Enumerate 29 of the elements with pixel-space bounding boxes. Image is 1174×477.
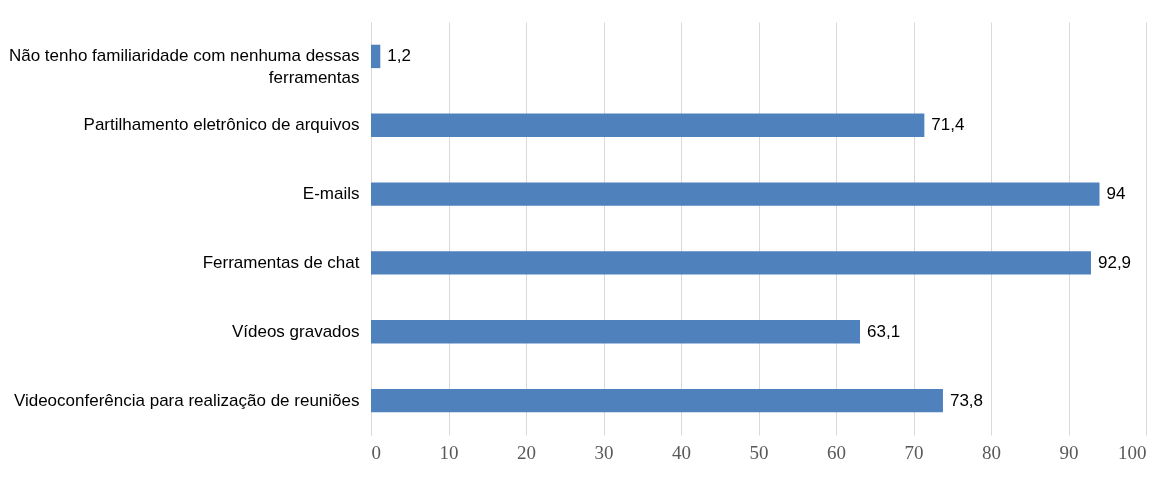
x-tick-label: 90 [1059, 441, 1079, 463]
data-label: 63,1 [867, 321, 901, 341]
x-tick-label: 10 [439, 441, 459, 463]
data-label: 92,9 [1097, 252, 1132, 272]
x-tick-label: 30 [594, 441, 614, 463]
y-tick-label: Videoconferência para realização de reuniões [13, 390, 360, 410]
x-tick-label: 100 [1118, 441, 1147, 463]
bar [371, 113, 925, 137]
x-tick-label: 50 [749, 441, 769, 463]
x-tick-label: 70 [904, 441, 924, 463]
bar [371, 388, 943, 413]
data-label: 94 [1106, 184, 1126, 204]
bar [371, 44, 381, 69]
y-tick-label: Ferramentas de chat [202, 252, 360, 272]
y-tick-label: Vídeos gravados [231, 321, 360, 341]
y-tick-label: Não tenho familiaridade com nenhuma dessas ferramentas [8, 46, 360, 88]
data-label: 1,2 [387, 46, 411, 66]
data-label: 71,4 [931, 115, 965, 135]
x-tick-label: 40 [672, 441, 691, 463]
bar [371, 320, 861, 344]
bar [371, 182, 1100, 206]
y-tick-label: Partilhamento eletrônico de arquivos [83, 115, 360, 135]
bar [371, 251, 1091, 275]
x-tick-label: 20 [517, 441, 536, 463]
data-label: 73,8 [949, 390, 984, 410]
x-tick-label: 80 [982, 441, 1001, 463]
y-tick-label: E-mails [302, 184, 360, 204]
x-tick-label: 0 [371, 441, 381, 463]
x-tick-label: 60 [827, 441, 846, 463]
